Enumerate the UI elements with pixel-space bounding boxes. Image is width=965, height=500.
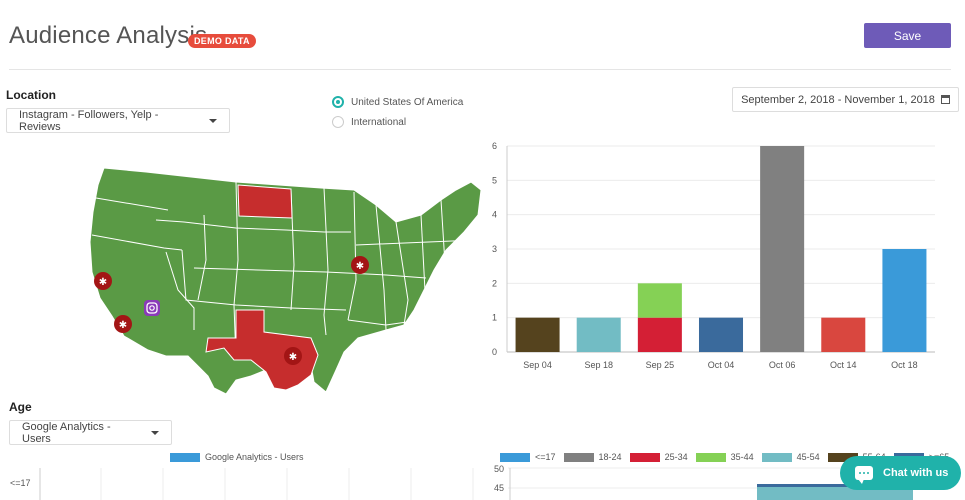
- y-tick-label: 4: [492, 210, 497, 220]
- bar-segment: [757, 487, 913, 500]
- bar-sep-18: [576, 317, 621, 352]
- chat-with-us-button[interactable]: Chat with us: [840, 456, 961, 490]
- yelp-icon: [351, 256, 369, 274]
- instagram-marker[interactable]: [144, 300, 160, 316]
- bar-sep-25: [637, 283, 682, 318]
- chevron-down-icon: [151, 430, 159, 435]
- x-tick-label: Sep 25: [646, 360, 675, 370]
- legend-swatch: [827, 452, 858, 462]
- legend-item: 25-34: [629, 452, 688, 462]
- bar-oct-14: [821, 317, 866, 352]
- location-bar-chart: 0 1 2 3 4 5 6 Sep 04 Sep 18 Sep 25 Oct 04 Oct 06 Oct…: [492, 141, 935, 370]
- yelp-marker[interactable]: ✱: [114, 315, 132, 333]
- age-source-dropdown[interactable]: Google Analytics - Users: [9, 420, 172, 445]
- svg-text:✱: ✱: [99, 277, 107, 288]
- y-tick-label: 2: [492, 278, 497, 288]
- chat-icon: [855, 466, 873, 484]
- north-dakota-highlight: [237, 184, 293, 219]
- chat-label: Chat with us: [883, 467, 949, 479]
- x-tick-label: Oct 18: [891, 360, 918, 370]
- svg-text:✱: ✱: [356, 261, 364, 272]
- bar-sep-04: [515, 317, 560, 352]
- legend-swatch: [170, 452, 200, 462]
- legend-swatch: [695, 452, 726, 462]
- age-legend-label: Google Analytics - Users: [205, 452, 304, 462]
- legend-item: <=17: [500, 452, 556, 462]
- radio-usa-label: United States Of America: [351, 96, 464, 108]
- svg-text:✱: ✱: [119, 320, 127, 331]
- yelp-icon: [94, 272, 112, 290]
- y-tick-label: 0: [492, 347, 497, 357]
- page-title: Audience Analysis: [9, 22, 208, 49]
- legend-swatch: [761, 452, 792, 462]
- x-tick-label: Oct 04: [708, 360, 735, 370]
- date-range-value: September 2, 2018 - November 1, 2018: [741, 93, 935, 106]
- legend-swatch: [629, 452, 660, 462]
- age-label: Age: [9, 400, 32, 414]
- header-divider: [9, 69, 951, 70]
- x-tick-label: Oct 06: [769, 360, 796, 370]
- demo-data-badge: DEMO DATA: [188, 34, 256, 48]
- legend-label: <=17: [535, 452, 556, 462]
- yelp-marker[interactable]: ✱: [284, 347, 302, 365]
- radio-usa[interactable]: United States Of America: [332, 96, 463, 108]
- legend-swatch: [563, 452, 594, 462]
- radio-international-label: International: [351, 116, 407, 128]
- bar-sep-25: [637, 317, 682, 352]
- yelp-marker[interactable]: ✱: [94, 272, 112, 290]
- yelp-marker[interactable]: ✱: [351, 256, 369, 274]
- y-tick-label: 1: [492, 313, 497, 323]
- y-tick-label: 3: [492, 244, 497, 254]
- yelp-icon: [114, 315, 132, 333]
- legend-label: 35-44: [730, 452, 754, 462]
- radio-checked-icon: [332, 96, 344, 108]
- location-source-dropdown[interactable]: Instagram - Followers, Yelp - Reviews: [6, 108, 230, 133]
- yelp-icon: [284, 347, 302, 365]
- y-tick-label: 50: [494, 464, 504, 474]
- date-range-picker[interactable]: September 2, 2018 - November 1, 2018: [732, 87, 959, 112]
- age-source-value: Google Analytics - Users: [22, 420, 111, 445]
- age-legend-item: Google Analytics - Users: [170, 452, 304, 462]
- y-tick-label: 45: [494, 483, 504, 493]
- save-button[interactable]: Save: [864, 23, 951, 48]
- x-tick-label: Sep 18: [584, 360, 613, 370]
- bar-oct-04: [698, 317, 744, 352]
- legend-label: 45-54: [796, 452, 820, 462]
- legend-item: 45-54: [761, 452, 820, 462]
- legend-label: 18-24: [598, 452, 622, 462]
- y-tick-label: 5: [492, 175, 497, 185]
- legend-item: 35-44: [695, 452, 754, 462]
- location-label: Location: [6, 88, 56, 102]
- bar-oct-06: [760, 146, 805, 352]
- x-tick-label: Oct 14: [830, 360, 857, 370]
- state-borders: [91, 181, 477, 361]
- calendar-icon: [940, 95, 950, 104]
- legend-swatch: [500, 452, 530, 462]
- y-tick-label: 6: [492, 141, 497, 151]
- radio-international[interactable]: International: [332, 116, 406, 128]
- texas-highlight: [205, 309, 319, 391]
- bar-oct-18: [882, 249, 927, 352]
- bar-segment: [757, 484, 913, 487]
- x-tick-label: Sep 04: [523, 360, 552, 370]
- us-map-land: [89, 167, 482, 395]
- legend-item: 18-24: [563, 452, 622, 462]
- svg-text:✱: ✱: [289, 352, 297, 363]
- age-category-label: <=17: [10, 478, 31, 488]
- age-bar-chart: <=17: [10, 468, 474, 500]
- us-map: ✱ ✱ ✱ ✱: [89, 167, 482, 395]
- legend-label: 25-34: [664, 452, 688, 462]
- chevron-down-icon: [209, 118, 217, 123]
- location-source-value: Instagram - Followers, Yelp - Reviews: [19, 108, 159, 133]
- radio-unchecked-icon: [332, 116, 344, 128]
